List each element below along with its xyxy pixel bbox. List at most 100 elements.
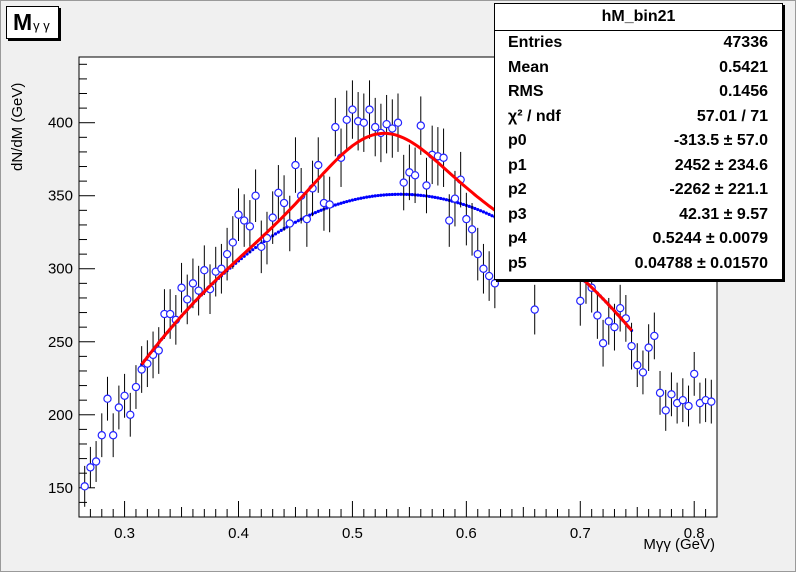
data-point xyxy=(479,264,488,273)
data-point xyxy=(285,219,294,228)
y-tick-label: 250 xyxy=(48,334,73,351)
data-point xyxy=(576,296,585,306)
data-point xyxy=(359,118,369,127)
data-point xyxy=(91,457,101,466)
background-point xyxy=(393,192,397,196)
data-point xyxy=(80,482,89,491)
data-point xyxy=(154,346,163,355)
data-point xyxy=(120,391,129,400)
data-point xyxy=(274,188,283,198)
data-point xyxy=(678,395,688,405)
stats-title: hM_bin21 xyxy=(495,4,782,31)
data-point xyxy=(268,213,277,222)
background-point xyxy=(481,210,486,214)
background-point xyxy=(467,204,471,208)
background-point xyxy=(273,232,278,236)
background-point xyxy=(313,211,318,215)
data-point xyxy=(462,214,471,224)
background-point xyxy=(404,192,409,196)
data-point xyxy=(314,160,323,170)
x-tick-label: 0.6 xyxy=(456,525,477,542)
background-point xyxy=(410,193,414,197)
y-tick-label: 350 xyxy=(48,188,73,205)
stats-row-p5: p5 0.04788 ± 0.01570 xyxy=(508,254,768,272)
data-point xyxy=(422,181,431,190)
data-point xyxy=(222,249,232,259)
background-point xyxy=(419,193,423,197)
background-point xyxy=(345,199,349,204)
background-point xyxy=(333,203,337,207)
data-point xyxy=(490,279,500,288)
background-point xyxy=(487,212,491,216)
data-point xyxy=(86,463,95,472)
data-point xyxy=(302,214,312,224)
stats-row-p2: p2 -2262 ± 221.1 xyxy=(508,181,768,198)
data-point xyxy=(279,198,289,208)
data-point xyxy=(655,388,665,398)
background-point xyxy=(441,197,446,201)
data-point xyxy=(410,171,420,180)
data-point xyxy=(97,431,106,440)
background-point xyxy=(390,192,394,197)
data-point xyxy=(257,242,266,252)
x-tick-label: 0.5 xyxy=(342,525,363,542)
data-point xyxy=(467,225,477,234)
data-point xyxy=(291,160,300,170)
background-point xyxy=(276,230,280,234)
background-point xyxy=(439,196,443,201)
data-point xyxy=(183,295,192,304)
data-point xyxy=(331,122,340,132)
stats-row-p1: p1 2452 ± 234.6 xyxy=(508,156,768,174)
data-point xyxy=(228,238,238,247)
data-point xyxy=(650,331,659,341)
data-point xyxy=(661,406,670,415)
background-point xyxy=(387,192,392,197)
data-point xyxy=(450,194,460,203)
background-point xyxy=(336,202,340,206)
data-point xyxy=(615,303,625,313)
data-point xyxy=(239,216,249,225)
histogram-title: Mγ γ xyxy=(6,6,59,39)
background-point xyxy=(342,200,346,204)
y-tick-label: 300 xyxy=(48,261,73,278)
y-tick-label: 400 xyxy=(48,115,73,132)
stats-box: hM_bin21 Entries 47336 Mean 0.5421 RMS 0.14… xyxy=(494,3,783,280)
background-point xyxy=(433,195,437,199)
x-tick-label: 0.7 xyxy=(570,525,591,542)
background-point xyxy=(370,194,374,198)
background-point xyxy=(422,194,426,198)
background-point xyxy=(316,209,320,214)
background-point xyxy=(484,211,488,215)
data-point xyxy=(593,311,602,320)
x-axis-title: Mγγ (GeV) xyxy=(643,536,715,553)
data-point xyxy=(342,115,351,124)
data-point xyxy=(188,279,198,288)
data-point xyxy=(325,200,334,209)
background-point xyxy=(347,199,352,203)
stats-row-entries: Entries 47336 xyxy=(508,34,768,51)
data-point xyxy=(245,222,255,231)
data-point xyxy=(217,264,226,273)
stats-row-p4: p4 0.5244 ± 0.0079 xyxy=(508,230,768,247)
data-point xyxy=(473,249,482,259)
data-point xyxy=(598,339,608,348)
background-point xyxy=(373,194,377,198)
background-point xyxy=(251,248,255,252)
data-point xyxy=(667,390,676,399)
background-point xyxy=(399,192,403,196)
stats-row-chi2: χ² / ndf 57.01 / 71 xyxy=(508,107,768,125)
data-point xyxy=(638,368,648,377)
background-point xyxy=(379,193,383,197)
data-point xyxy=(200,266,209,275)
stats-row-rms: RMS 0.1456 xyxy=(508,83,768,100)
data-point xyxy=(108,431,118,440)
data-point xyxy=(644,343,653,352)
background-point xyxy=(339,201,343,205)
data-point xyxy=(633,360,642,370)
background-point xyxy=(359,196,363,200)
x-tick-label: 0.3 xyxy=(114,525,135,542)
background-point xyxy=(436,196,440,200)
background-point xyxy=(461,202,466,207)
background-point xyxy=(367,195,372,199)
